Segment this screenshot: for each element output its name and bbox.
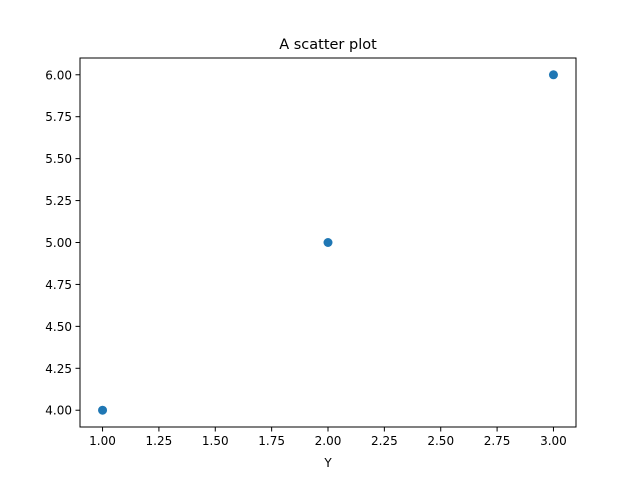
y-tick-label: 4.50: [45, 320, 72, 334]
scatter-point: [548, 70, 558, 80]
y-tick-label: 5.00: [45, 236, 72, 250]
y-tick-label: 4.00: [45, 404, 72, 418]
x-tick-label: 3.00: [540, 434, 567, 448]
chart-title: A scatter plot: [279, 37, 377, 53]
scatter-point: [323, 238, 333, 247]
y-tick-label: 5.25: [45, 194, 72, 208]
x-tick-label: 1.00: [89, 434, 116, 448]
x-tick-label: 2.75: [484, 434, 511, 448]
x-axis-title: Y: [323, 456, 332, 470]
x-tick-label: 2.25: [371, 434, 398, 448]
y-tick-label: 6.00: [45, 68, 72, 82]
y-tick-label: 4.25: [45, 362, 72, 376]
x-tick-label: 1.50: [202, 434, 229, 448]
x-tick-label: 2.00: [315, 434, 342, 448]
y-axis: 4.00 4.25 4.50 4.75 5.00 5.25 5.50 5.75 6.00: [45, 68, 80, 418]
scatter-points: [98, 70, 558, 415]
x-tick-label: 1.25: [146, 434, 173, 448]
y-tick-label: 5.75: [45, 110, 72, 124]
x-axis: 1.00 1.25 1.50 1.75 2.00 2.25 2.50 2.75 3.00: [89, 427, 567, 448]
x-tick-label: 1.75: [258, 434, 285, 448]
y-tick-label: 5.50: [45, 152, 72, 166]
x-tick-label: 2.50: [427, 434, 454, 448]
y-tick-label: 4.75: [45, 278, 72, 292]
scatter-point: [98, 405, 108, 415]
